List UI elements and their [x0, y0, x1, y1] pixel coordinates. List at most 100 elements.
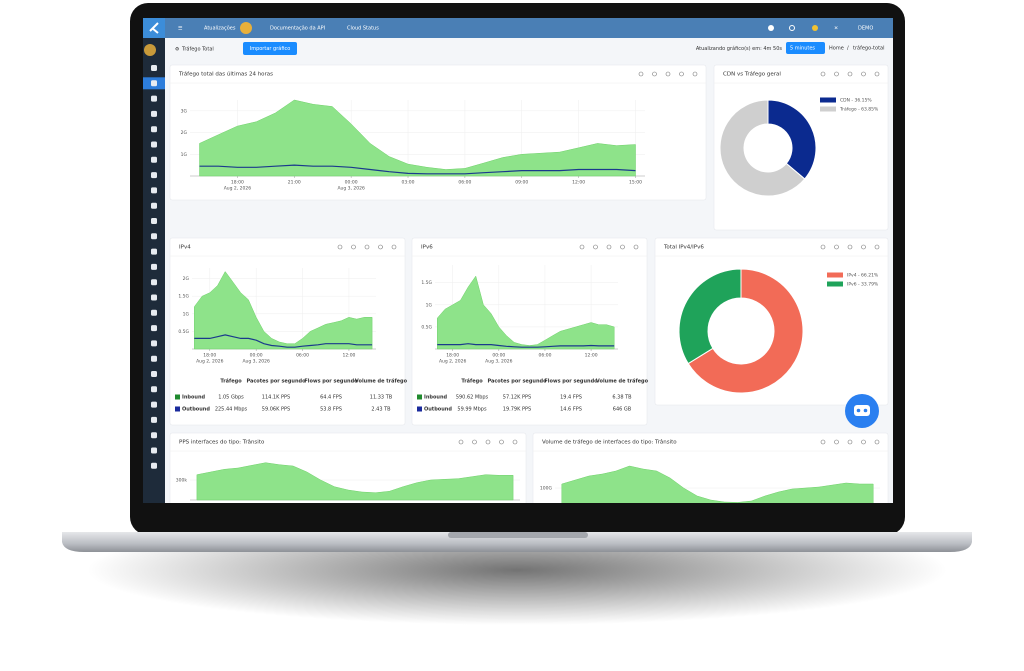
panel-action[interactable]	[351, 244, 356, 250]
sidebar-icon[interactable]	[151, 325, 157, 332]
panel-action[interactable]	[633, 244, 639, 250]
nav-link[interactable]: Atualizações	[204, 26, 236, 32]
table-cell: 114.1K PPS	[262, 395, 290, 401]
panel-action[interactable]	[364, 244, 370, 250]
import-button-label[interactable]: Importar gráfico	[250, 45, 291, 52]
sidebar-icon[interactable]	[151, 340, 157, 347]
sidebar-icon[interactable]	[151, 279, 157, 286]
panel-action[interactable]	[847, 244, 853, 250]
panel-action[interactable]	[861, 439, 866, 445]
panel-action[interactable]	[874, 71, 880, 77]
sidebar-icon[interactable]	[151, 110, 157, 117]
sidebar-icon[interactable]	[151, 172, 157, 179]
panel-action[interactable]	[499, 439, 504, 445]
sidebar-icon[interactable]	[151, 416, 157, 423]
panel-action[interactable]	[847, 439, 853, 445]
table-header: Volume de tráfego	[596, 378, 649, 385]
breadcrumb-sep: /	[847, 46, 849, 52]
panel-action[interactable]	[652, 71, 657, 77]
legend-label: IPv6 - 33.79%	[847, 282, 879, 288]
panels: Tráfego total das últimas 24 horas 1G 2G 3G…	[169, 64, 889, 503]
sidebar-icon[interactable]	[151, 95, 157, 102]
panel-action[interactable]	[606, 244, 612, 250]
sidebar-icon[interactable]	[151, 156, 157, 163]
topbar	[143, 18, 893, 38]
donut-slice	[687, 268, 804, 394]
panel-action[interactable]	[593, 244, 598, 250]
notif-icon[interactable]	[812, 25, 818, 31]
sidebar-icon[interactable]	[151, 355, 157, 362]
panel-action[interactable]	[861, 244, 866, 250]
panel-action[interactable]	[834, 439, 839, 445]
panel-title: Total IPv4/IPv6	[663, 245, 704, 251]
breadcrumb-current: tráfego-total	[853, 45, 884, 52]
y-tick-label: 100G	[540, 486, 553, 492]
panel-action[interactable]	[874, 244, 880, 250]
y-tick-label: 1G	[426, 302, 433, 308]
sidebar-icon[interactable]	[151, 65, 157, 71]
panel-action[interactable]	[847, 71, 853, 77]
sidebar-icon[interactable]	[151, 248, 157, 255]
traffic-area	[199, 99, 636, 177]
x-tick-label: 15:00	[629, 180, 642, 186]
sidebar-icon[interactable]	[151, 309, 157, 316]
sidebar-icon[interactable]	[151, 371, 157, 377]
sidebar-icon[interactable]	[151, 80, 157, 87]
panel-action[interactable]	[692, 71, 698, 77]
breadcrumb-home[interactable]: Home	[829, 46, 844, 52]
panel-action[interactable]	[391, 244, 397, 250]
user-menu[interactable]: DEMO	[858, 26, 873, 32]
panel-action[interactable]	[834, 244, 839, 250]
traffic-area	[437, 275, 615, 350]
panel-action[interactable]	[378, 244, 383, 250]
panel-action[interactable]	[458, 439, 464, 445]
sidebar-icon[interactable]	[151, 263, 157, 270]
panel-action[interactable]	[512, 439, 518, 445]
panel-action[interactable]	[834, 71, 839, 77]
panel-action[interactable]	[638, 71, 644, 77]
sidebar-icon[interactable]	[151, 126, 157, 133]
sidebar-icon[interactable]	[151, 233, 157, 240]
traffic-area	[194, 271, 373, 350]
nav-link[interactable]: Documentação da API	[270, 26, 325, 32]
sidebar-icon[interactable]	[151, 401, 157, 408]
sidebar-icon[interactable]	[151, 462, 157, 469]
screen: ☰ Atualizações Documentação da API Cloud…	[143, 18, 893, 503]
x-tick-label: 18:00	[231, 180, 244, 186]
panel-action[interactable]	[861, 71, 866, 77]
cloud-icon[interactable]	[768, 25, 774, 31]
laptop-notch	[448, 532, 588, 538]
y-tick-label: 1G	[183, 311, 190, 317]
sidebar-icon[interactable]	[151, 202, 157, 209]
tools-icon[interactable]: ✕	[834, 26, 838, 32]
panel-action[interactable]	[337, 244, 343, 250]
sidebar-icon[interactable]	[151, 294, 157, 301]
panel-action[interactable]	[579, 244, 585, 250]
interval-label[interactable]: 5 minutes	[790, 46, 815, 52]
search-icon[interactable]	[789, 25, 795, 31]
nav-link[interactable]: Cloud Status	[347, 26, 379, 32]
panel-action[interactable]	[485, 439, 491, 445]
panel-action[interactable]	[679, 71, 684, 77]
sidebar-icon[interactable]	[151, 386, 157, 393]
panel-action[interactable]	[820, 439, 826, 445]
sidebar-icon[interactable]	[151, 187, 157, 194]
import-button[interactable]	[243, 42, 297, 55]
chatbot-face[interactable]	[854, 405, 870, 416]
sidebar-icon[interactable]	[151, 432, 157, 439]
panel-action[interactable]	[820, 244, 826, 250]
sidebar-icon[interactable]	[151, 447, 157, 454]
panel-action[interactable]	[472, 439, 477, 445]
sidebar-icon[interactable]	[151, 218, 157, 224]
interval-select[interactable]	[786, 42, 825, 54]
panel-action[interactable]	[620, 244, 625, 250]
panel-action[interactable]	[665, 71, 671, 77]
panel-action[interactable]	[874, 439, 880, 445]
sidebar-icon[interactable]	[151, 141, 157, 148]
table-header: Pacotes por segundo	[246, 379, 306, 385]
panel-title: IPv4	[179, 245, 191, 251]
x-tick-date: Aug 3, 2026	[485, 359, 513, 365]
menu-icon[interactable]: ☰	[178, 26, 183, 32]
panel-action[interactable]	[820, 71, 826, 77]
